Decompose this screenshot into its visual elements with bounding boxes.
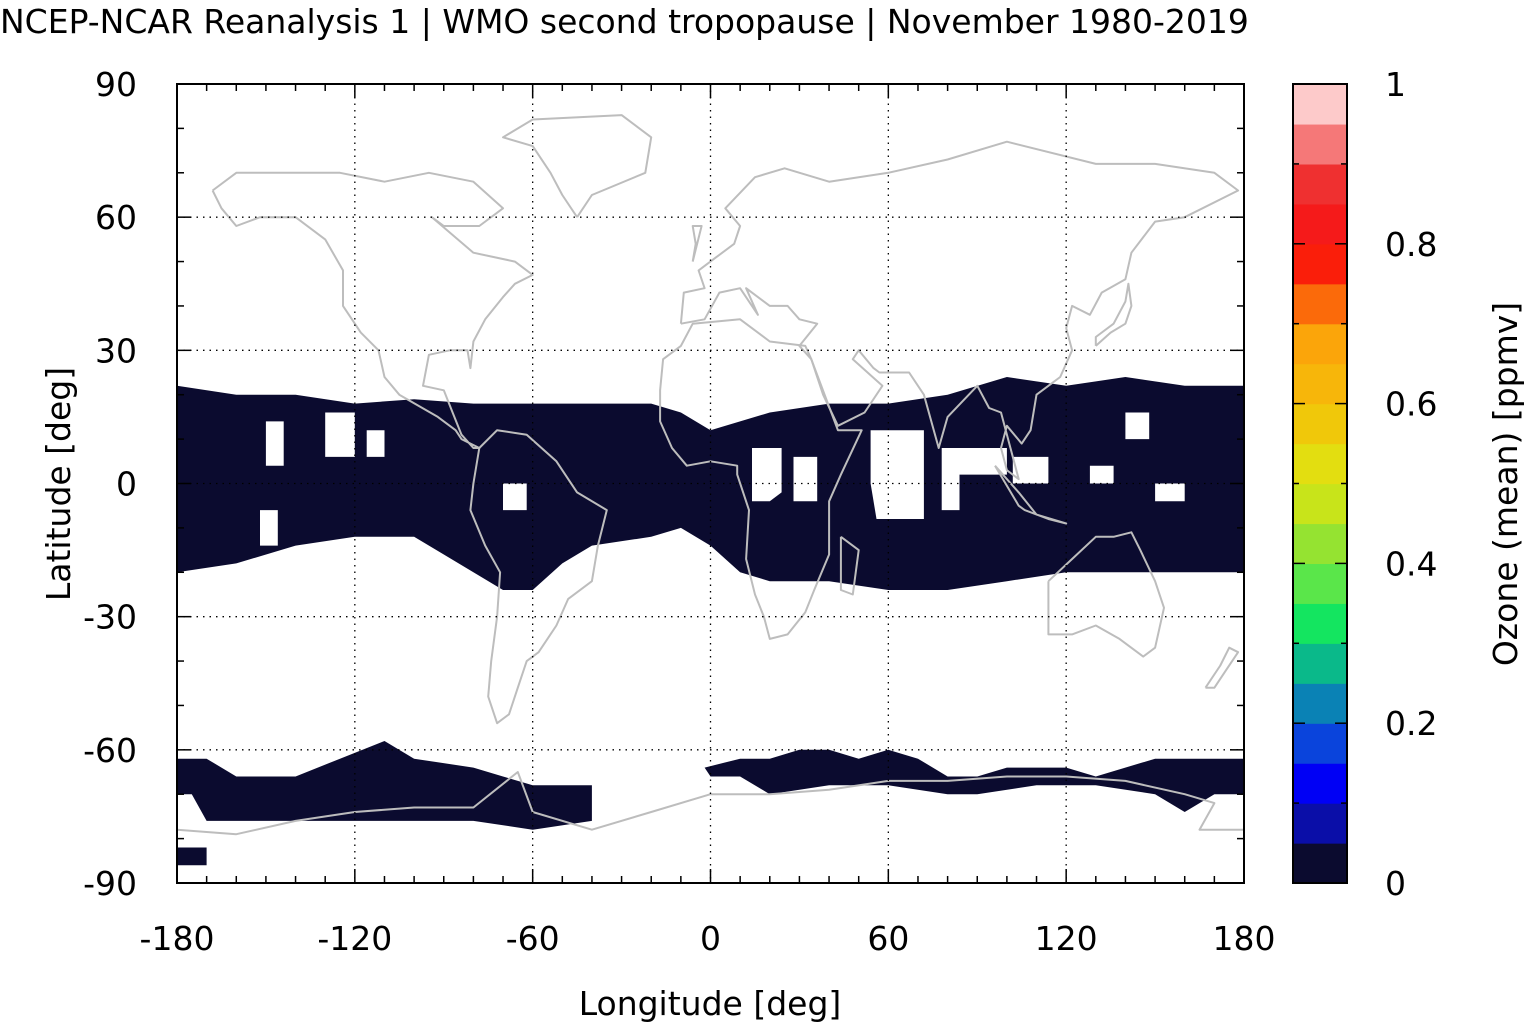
colorbar-segment (1293, 563, 1347, 604)
colorbar-segment (1293, 723, 1347, 764)
y-tick-label: 90 (95, 65, 137, 104)
colorbar-tick-label: 0 (1385, 864, 1406, 903)
colorbar-segment (1293, 803, 1347, 844)
colorbar-tick-label: 0.2 (1385, 704, 1437, 743)
y-tick-label: -60 (83, 731, 137, 770)
y-axis-label: Latitude [deg] (39, 367, 78, 601)
coastline-5 (994, 465, 1068, 525)
x-tick-label: -180 (140, 919, 215, 958)
colorbar-segment (1293, 683, 1347, 724)
colorbar-segment (1293, 403, 1347, 445)
colorbar-segment (1293, 203, 1347, 245)
coastline-11 (1204, 646, 1240, 689)
coastline-8 (839, 535, 860, 596)
no-data-gap-6 (793, 456, 818, 502)
colorbar-segment (1293, 323, 1347, 365)
coastline-0 (211, 171, 534, 449)
no-data-gap-12 (1155, 483, 1185, 502)
colorbar-segment (1293, 523, 1347, 564)
colorbar-segment (1293, 363, 1347, 405)
grid-lines (177, 84, 1244, 883)
colorbar-segment (1293, 84, 1347, 125)
x-axis-label: Longitude [deg] (579, 984, 842, 1023)
no-data-gap-5 (752, 448, 782, 502)
coastline-2 (659, 318, 863, 640)
y-tick-label: -30 (83, 598, 137, 637)
no-data-gap-3 (260, 510, 278, 546)
coastline-10 (691, 225, 703, 262)
no-data-gap-10 (1125, 412, 1150, 440)
data-region-1 (177, 741, 592, 830)
coastline-3 (679, 140, 1240, 481)
colorbar-ticks: 1 0.8 0.6 0.4 0.2 0 (1293, 65, 1437, 903)
y-tick-label: 30 (95, 331, 137, 370)
data-region-3 (177, 847, 207, 866)
coastline-9 (1094, 282, 1133, 347)
colorbar-segment (1293, 163, 1347, 205)
y-tick-label: -90 (83, 864, 137, 903)
coastline-6 (177, 771, 1244, 836)
no-data-gap-7 (870, 430, 924, 519)
no-data-gap-2 (366, 430, 385, 457)
y-tick-label: 0 (116, 465, 137, 504)
x-tick-label: 60 (867, 919, 909, 958)
x-tick-label: -120 (317, 919, 392, 958)
no-data-gap-4 (503, 483, 527, 511)
colorbar-segment (1293, 643, 1347, 684)
x-tick-label: 0 (700, 919, 721, 958)
colorbar-segment (1293, 483, 1347, 525)
axis-ticks: -180 -120 -60 0 60 120 180 90 60 30 0 -30 -60 -90 (83, 65, 1275, 958)
colorbar-tick-label: 0.8 (1385, 225, 1437, 264)
no-data-gap-11 (1089, 465, 1114, 484)
x-tick-label: -60 (506, 919, 560, 958)
no-data-gap-0 (265, 421, 284, 466)
colorbar-segment (1293, 283, 1347, 325)
colorbar-segment (1293, 243, 1347, 285)
colorbar-tick-label: 1 (1385, 65, 1406, 104)
y-tick-label: 60 (95, 198, 137, 237)
no-data-gap-8 (941, 448, 1007, 511)
colorbar-segment (1293, 443, 1347, 485)
coastline-1 (469, 429, 608, 725)
colorbar-label: Ozone (mean) [ppmv] (1486, 302, 1525, 666)
coastline-4 (1047, 531, 1165, 658)
colorbar-tick-label: 0.6 (1385, 385, 1437, 424)
coastline-7 (502, 114, 653, 218)
x-tick-label: 180 (1213, 919, 1276, 958)
colorbar-segment (1293, 763, 1347, 804)
colorbar-tick-label: 0.4 (1385, 544, 1437, 583)
chart-title: NCEP-NCAR Reanalysis 1 | WMO second trop… (0, 2, 1249, 41)
coastlines (177, 114, 1244, 836)
no-data-gap-9 (1012, 456, 1049, 484)
no-data-gap-1 (325, 412, 355, 457)
data-region-2 (704, 749, 1244, 812)
colorbar (1293, 84, 1347, 884)
colorbar-segment (1293, 843, 1347, 884)
colorbar-segment (1293, 603, 1347, 644)
colorbar-segment (1293, 123, 1347, 165)
x-tick-label: 120 (1035, 919, 1098, 958)
